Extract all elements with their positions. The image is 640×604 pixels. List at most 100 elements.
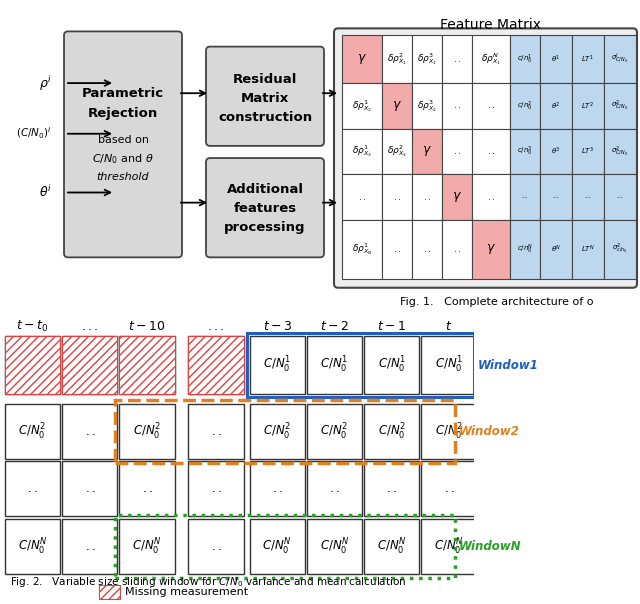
Text: $\theta^1$: $\theta^1$: [551, 54, 561, 65]
Bar: [188, 461, 244, 516]
Bar: [604, 83, 636, 129]
Bar: [510, 175, 540, 220]
Bar: [382, 36, 412, 83]
Text: $C/N_0^N$: $C/N_0^N$: [18, 536, 47, 556]
Bar: [250, 519, 305, 574]
Text: Additional: Additional: [227, 183, 303, 196]
Text: $..$: $..$: [84, 540, 95, 553]
Bar: [442, 220, 472, 278]
Bar: [442, 175, 472, 220]
Text: $..$: $..$: [584, 194, 591, 200]
Bar: [5, 461, 60, 516]
Text: $..$: $..$: [423, 193, 431, 202]
Text: $..$: $..$: [211, 540, 221, 553]
Text: $..$: $..$: [487, 147, 495, 156]
Bar: [540, 175, 572, 220]
Text: Window1: Window1: [477, 359, 538, 371]
Bar: [250, 336, 305, 394]
Bar: [604, 36, 636, 83]
Bar: [382, 129, 412, 175]
Bar: [572, 129, 604, 175]
Text: $C/N_0^1$: $C/N_0^1$: [263, 355, 291, 375]
Bar: [442, 36, 472, 83]
Text: $\delta\rho^1_{X_2}$: $\delta\rho^1_{X_2}$: [352, 98, 372, 114]
Text: $\rho^i$: $\rho^i$: [39, 74, 52, 92]
Bar: [472, 36, 510, 83]
Bar: [307, 461, 362, 516]
Bar: [421, 404, 477, 459]
Bar: [572, 83, 604, 129]
Text: $\gamma$: $\gamma$: [452, 190, 462, 204]
Bar: [604, 129, 636, 175]
Bar: [307, 519, 362, 574]
Bar: [5, 336, 60, 394]
Bar: [412, 83, 442, 129]
Bar: [188, 336, 244, 394]
Bar: [382, 220, 412, 278]
Bar: [342, 220, 382, 278]
Text: $\sigma^2_{C/N_0}$: $\sigma^2_{C/N_0}$: [611, 144, 628, 158]
Text: $C/N_0^N$: $C/N_0^N$: [434, 536, 464, 556]
Text: $C/N_0^2$: $C/N_0^2$: [435, 422, 463, 442]
Bar: [472, 83, 510, 129]
Bar: [364, 461, 419, 516]
Text: $\delta\rho^1_{X_3}$: $\delta\rho^1_{X_3}$: [352, 144, 372, 159]
Bar: [604, 220, 636, 278]
Text: $C/N_0^N$: $C/N_0^N$: [319, 536, 349, 556]
Text: Fig. 1.   Complete architecture of o: Fig. 1. Complete architecture of o: [400, 297, 593, 307]
Bar: [5, 336, 60, 394]
Text: $C/N_0^2$: $C/N_0^2$: [133, 422, 161, 442]
Bar: [421, 336, 477, 394]
Bar: [442, 83, 472, 129]
Text: $C/N_0$ and $\theta$: $C/N_0$ and $\theta$: [92, 152, 154, 166]
Text: $\theta^2$: $\theta^2$: [551, 100, 561, 112]
Text: $C/N_0^1$: $C/N_0^1$: [378, 355, 406, 375]
Bar: [120, 336, 175, 394]
Bar: [412, 220, 442, 278]
Bar: [382, 83, 412, 129]
Text: WindowN: WindowN: [459, 540, 522, 553]
Text: $..$: $..$: [28, 482, 38, 495]
FancyBboxPatch shape: [206, 47, 324, 146]
Bar: [472, 175, 510, 220]
Text: $t-10$: $t-10$: [129, 320, 166, 333]
Text: $..$: $..$: [616, 194, 623, 200]
Text: $..$: $..$: [423, 245, 431, 254]
Bar: [250, 404, 305, 459]
Text: $\gamma$: $\gamma$: [392, 99, 402, 113]
Bar: [364, 404, 419, 459]
Bar: [307, 404, 362, 459]
Bar: [540, 36, 572, 83]
Text: $C/N_0^N$: $C/N_0^N$: [377, 536, 406, 556]
Text: $t$: $t$: [445, 320, 452, 333]
Text: $..$: $..$: [393, 245, 401, 254]
FancyBboxPatch shape: [206, 158, 324, 257]
Text: Missing measurement: Missing measurement: [125, 587, 248, 597]
Bar: [120, 519, 175, 574]
Bar: [115, 515, 455, 578]
Bar: [572, 175, 604, 220]
Text: threshold: threshold: [97, 172, 149, 182]
Text: $c/n_0^N$: $c/n_0^N$: [516, 243, 533, 256]
Bar: [572, 220, 604, 278]
Text: $..$: $..$: [522, 194, 529, 200]
Text: $LT^N$: $LT^N$: [581, 243, 595, 255]
Bar: [382, 175, 412, 220]
Bar: [510, 36, 540, 83]
Text: Matrix: Matrix: [241, 92, 289, 104]
Text: $t-t_0$: $t-t_0$: [17, 318, 49, 333]
Text: $..$: $..$: [552, 194, 559, 200]
Text: $\gamma$: $\gamma$: [486, 242, 496, 256]
Bar: [62, 336, 117, 394]
Bar: [62, 404, 117, 459]
Text: $...$: $...$: [81, 320, 99, 333]
Text: $\delta\rho^2_{X_1}$: $\delta\rho^2_{X_1}$: [387, 51, 407, 67]
Bar: [472, 220, 510, 278]
Text: $..$: $..$: [141, 482, 152, 495]
Text: Feature Matrix: Feature Matrix: [440, 18, 541, 33]
Bar: [62, 519, 117, 574]
Text: $C/N_0^N$: $C/N_0^N$: [132, 536, 162, 556]
Bar: [115, 400, 455, 463]
Text: $..$: $..$: [487, 193, 495, 202]
Bar: [342, 36, 382, 83]
